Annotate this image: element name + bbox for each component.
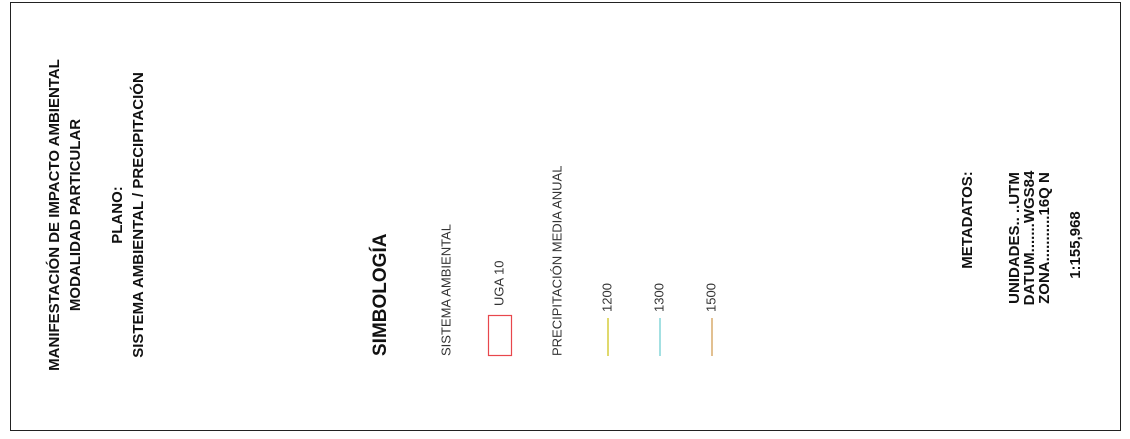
title: MANIFESTACIÓN DE IMPACTO AMBIENTAL [45,59,63,371]
legend-item: UGA 10 [491,260,506,306]
legend-title: SIMBOLOGÍA [369,233,391,356]
metadata-line: ZONA...........16Q N [1036,172,1053,304]
frame [10,2,1121,431]
map-scale: 1:155,968 [1067,211,1084,279]
plan-name: SISTEMA AMBIENTAL / PRECIPITACIÓN [129,72,147,358]
legend-item: 1500 [703,283,718,312]
subtitle: MODALIDAD PARTICULAR [67,119,84,311]
metadata-line: UNIDADES.. ..UTM [1006,172,1023,304]
legend-item: 1200 [599,283,614,312]
metadata-line: DATUM.......WGS84 [1021,170,1038,305]
legend-group: SISTEMA AMBIENTAL [438,224,453,356]
uga-swatch [487,314,513,357]
plan-label: PLANO: [109,186,126,244]
legend-item: 1300 [651,283,666,312]
metadata-title: METADATOS: [959,171,976,269]
legend-group: PRECIPITACIÓN MEDIA ANUAL [549,166,564,356]
